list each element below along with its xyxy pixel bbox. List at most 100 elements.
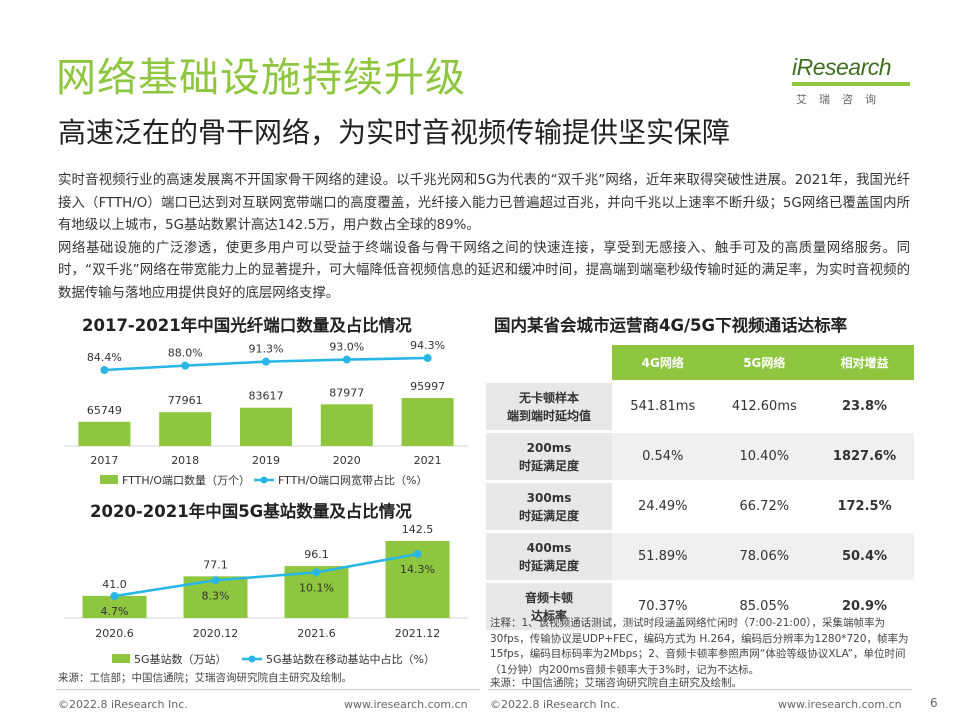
iresearch-logo: iResearch 艾瑞咨询 bbox=[792, 54, 912, 107]
table-cell-4g: 70.37% bbox=[637, 599, 688, 614]
bar-value-label: 95997 bbox=[410, 380, 445, 393]
footer-url-right[interactable]: www.iresearch.com.cn bbox=[778, 698, 902, 711]
line-series-path bbox=[114, 552, 418, 598]
footer-url-left[interactable]: www.iresearch.com.cn bbox=[344, 698, 468, 711]
left-source-text: 来源：工信部；中国信通院；艾瑞咨询研究院自主研究及绘制。 bbox=[58, 672, 352, 684]
footer-copyright-right: ©2022.8 iResearch Inc. bbox=[490, 698, 620, 711]
table-col-gain: 相对增益 bbox=[815, 345, 914, 380]
table-row: 音频卡顿 达标率 70.37% 85.05% 20.9% bbox=[486, 583, 914, 630]
table-source-text: 来源：中国信通院；艾瑞咨询研究院自主研究及绘制。 bbox=[490, 677, 742, 689]
legend-line-label: 5G基站数在移动基站中占比（%） bbox=[266, 652, 435, 666]
table-row-label: 无卡顿样本 端到端时延均值 bbox=[486, 383, 612, 430]
legend-line-marker bbox=[260, 476, 268, 484]
legend-line-marker bbox=[248, 655, 256, 663]
table-col-4g: 4G网络 bbox=[612, 345, 714, 380]
legend-bar-label: FTTH/O端口数量（万个） bbox=[122, 474, 250, 487]
table-cell-5g: 10.40% bbox=[713, 433, 816, 480]
legend-line-label: FTTH/O端口网宽带占比（%） bbox=[278, 473, 427, 487]
x-tick-label: 2018 bbox=[171, 454, 199, 467]
line-point bbox=[342, 355, 351, 364]
table-cell-5g: 412.60ms bbox=[731, 399, 797, 414]
bar bbox=[320, 404, 373, 446]
line-point bbox=[110, 592, 119, 600]
line-value-label: 8.3% bbox=[202, 589, 230, 602]
line-point bbox=[211, 576, 220, 585]
line-point bbox=[413, 550, 422, 558]
table-cell-gain: 23.8% bbox=[841, 399, 888, 414]
table-cell-4g: 24.49% bbox=[637, 499, 688, 514]
intro-paragraph-1: 实时音视频行业的高速发展离不开国家骨干网络的建设。以千兆光网和5G为代表的“双千… bbox=[58, 173, 910, 233]
table-corner-cell bbox=[486, 345, 612, 380]
bar bbox=[159, 412, 212, 446]
page-subtitle: 高速泛在的骨干网络，为实时音视频传输提供坚实保障 bbox=[58, 116, 731, 149]
bar bbox=[240, 407, 292, 446]
table-header-row: 4G网络 5G网络 相对增益 bbox=[486, 345, 914, 380]
bar bbox=[82, 595, 147, 618]
table-cell-4g: 0.54% bbox=[612, 433, 714, 480]
logo-bar bbox=[792, 82, 910, 86]
x-tick-label: 2020 bbox=[333, 454, 361, 467]
footer-divider-left bbox=[56, 689, 480, 690]
table-col-5g: 5G网络 bbox=[713, 345, 816, 380]
table-cell-5g: 85.05% bbox=[739, 599, 790, 614]
bar-value-label: 87977 bbox=[329, 386, 364, 399]
logo-cn-text: 艾瑞咨询 bbox=[796, 93, 888, 106]
line-value-label: 88.0% bbox=[168, 347, 203, 360]
table-note: 注释：1、该视频通话测试，测试时段涵盖网络忙闲时（7:00-21:00），采集端… bbox=[490, 617, 909, 676]
page-number: 6 bbox=[930, 696, 938, 710]
line-point bbox=[312, 568, 321, 577]
fiber-port-chart: 65749 2017 77961 2018 83617 2019 87977 2020 9599… bbox=[64, 339, 468, 487]
table-cell-gain: 1827.6% bbox=[815, 433, 914, 480]
table-cell-gain: 20.9% bbox=[841, 599, 888, 614]
bar bbox=[78, 421, 131, 446]
table-row: 200ms 时延满足度 0.54% 10.40% 1827.6% bbox=[486, 433, 914, 480]
5g-station-chart: 41.0 2020.6 77.1 2020.12 96.1 2021.6 142.5 2021… bbox=[64, 523, 468, 666]
line-value-label: 10.1% bbox=[299, 581, 334, 594]
x-tick-label: 2021 bbox=[414, 454, 442, 467]
table-row: 无卡顿样本 端到端时延均值 541.81ms 412.60ms 23.8% bbox=[486, 383, 914, 430]
bar-value-label: 65749 bbox=[87, 404, 122, 417]
x-tick-label: 2020.6 bbox=[95, 627, 134, 640]
intro-text: 实时音视频行业的高速发展离不开国家骨干网络的建设。以千兆光网和5G为代表的“双千… bbox=[58, 170, 910, 305]
x-tick-label: 2021.6 bbox=[297, 627, 336, 640]
x-tick-label: 2021.12 bbox=[395, 627, 441, 640]
bar-value-label: 77961 bbox=[168, 394, 203, 407]
line-value-label: 84.4% bbox=[87, 351, 122, 364]
table-cell-4g: 541.81ms bbox=[630, 399, 696, 414]
table-row: 300ms 时延满足度 24.49% 66.72% 172.5% bbox=[486, 483, 914, 530]
table-cell-5g: 66.72% bbox=[739, 499, 790, 514]
x-tick-label: 2017 bbox=[90, 454, 118, 467]
table-row-label: 400ms 时延满足度 bbox=[486, 533, 612, 580]
footer-copyright-left: ©2022.8 iResearch Inc. bbox=[58, 698, 188, 711]
line-point bbox=[181, 361, 190, 370]
table-title: 国内某省会城市运营商4G/5G下视频通话达标率 bbox=[494, 316, 848, 335]
legend-bar-swatch bbox=[100, 475, 118, 484]
bar-value-label: 77.1 bbox=[203, 558, 228, 571]
footer-divider-right bbox=[488, 689, 912, 690]
bar-value-label: 96.1 bbox=[304, 548, 329, 561]
legend-bar-swatch bbox=[112, 654, 130, 663]
table-cell-5g: 78.06% bbox=[713, 533, 816, 580]
line-point bbox=[100, 366, 109, 374]
table-row-label: 200ms 时延满足度 bbox=[486, 433, 612, 480]
page-title: 网络基础设施持续升级 bbox=[56, 55, 466, 101]
bar-value-label: 142.5 bbox=[402, 523, 434, 536]
fiber-chart-title: 2017-2021年中国光纤端口数量及占比情况 bbox=[82, 316, 412, 335]
table-row-label: 音频卡顿 达标率 bbox=[486, 583, 612, 630]
x-tick-label: 2019 bbox=[252, 454, 280, 467]
video-call-table: 4G网络 5G网络 相对增益 无卡顿样本 端到端时延均值 541.81ms 412… bbox=[486, 342, 914, 633]
line-point bbox=[423, 354, 432, 362]
line-value-label: 4.7% bbox=[101, 605, 129, 618]
line-point bbox=[262, 357, 270, 366]
table-row: 400ms 时延满足度 51.89% 78.06% 50.4% bbox=[486, 533, 914, 580]
logo-text: iResearch bbox=[792, 54, 892, 80]
line-value-label: 93.0% bbox=[329, 341, 364, 354]
line-value-label: 14.3% bbox=[400, 563, 435, 576]
table-row-label: 300ms 时延满足度 bbox=[486, 483, 612, 530]
table-cell-gain: 172.5% bbox=[837, 499, 892, 514]
bar-value-label: 83617 bbox=[249, 390, 284, 403]
table-cell-gain: 50.4% bbox=[815, 533, 914, 580]
5g-chart-title: 2020-2021年中国5G基站数量及占比情况 bbox=[90, 502, 412, 521]
bar bbox=[401, 398, 454, 446]
line-value-label: 94.3% bbox=[410, 339, 445, 352]
